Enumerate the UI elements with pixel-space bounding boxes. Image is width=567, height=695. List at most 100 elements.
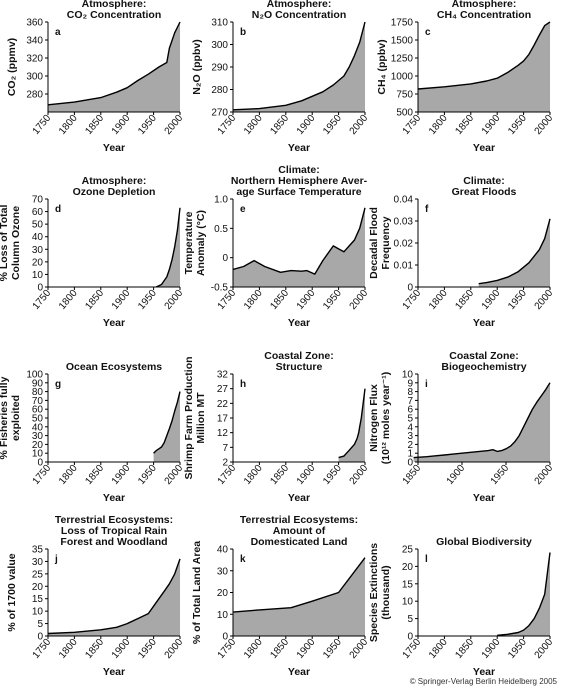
panels-group: Atmosphere:CO₂ Concentration280300320340…: [0, 0, 556, 678]
y-axis-label: Anomaly (°C): [195, 210, 207, 276]
y-tick-label: -0.5: [211, 283, 229, 294]
x-tick-label: 1850: [401, 463, 424, 487]
y-tick-label: 15: [402, 579, 414, 590]
y-tick-label: 1500: [391, 36, 414, 47]
panel-letter: d: [55, 204, 61, 215]
y-tick-label: 0.01: [394, 261, 414, 272]
data-area-j: [48, 558, 180, 636]
x-tick-label: 1900: [445, 463, 468, 487]
x-tick-label: 1850: [83, 637, 106, 661]
y-axis-label: Temperature: [183, 211, 195, 274]
chart-title-line: Terrestrial Ecosystems:: [55, 514, 173, 526]
chart-title-line: CO₂ Concentration: [67, 9, 162, 21]
data-area-h: [338, 388, 365, 462]
x-tick-label: 1950: [321, 288, 344, 312]
y-tick-label: 280: [211, 85, 228, 96]
x-tick-label: 1900: [295, 113, 318, 137]
y-tick-label: 20: [32, 582, 44, 593]
x-axis-label: Year: [103, 317, 125, 329]
y-tick-label: 27: [217, 384, 229, 395]
data-area-g: [153, 391, 180, 462]
y-axis-label: Column Ozone: [10, 206, 22, 280]
x-tick-label: 1800: [242, 113, 265, 137]
y-tick-label: 40: [32, 232, 44, 243]
y-tick-label: 300: [211, 40, 228, 51]
data-line-k: [232, 557, 366, 613]
y-tick-label: 10: [402, 370, 414, 381]
y-tick-label: 10: [32, 270, 44, 281]
x-tick-label: 1900: [480, 113, 503, 137]
x-tick-label: 1950: [506, 637, 529, 661]
y-axis-label: % Loss of Total: [0, 205, 10, 282]
data-line-a: [47, 21, 181, 106]
y-axis-label: Frequency: [380, 216, 392, 269]
y-tick-label: 22: [217, 399, 229, 410]
x-tick-label: 1750: [401, 637, 424, 661]
y-tick-label: 280: [26, 90, 43, 101]
x-tick-label: 1950: [136, 288, 159, 312]
x-tick-label: 1800: [427, 637, 450, 661]
x-axis-label: Year: [288, 666, 310, 678]
y-axis-label: Million MT: [195, 392, 207, 444]
chart-title-line: Atmosphere:: [267, 0, 332, 10]
panel-letter: g: [55, 379, 61, 390]
chart-panel-j: Terrestrial Ecosystems:Loss of Tropical …: [6, 514, 186, 678]
y-tick-label: 50: [32, 414, 44, 425]
x-tick-label: 1850: [453, 113, 476, 137]
x-tick-label: 1950: [489, 463, 512, 487]
y-tick-label: 10: [32, 607, 44, 618]
y-tick-label: 9: [407, 378, 413, 389]
chart-title-line: Great Floods: [452, 186, 517, 198]
y-tick-label: 30: [32, 557, 44, 568]
chart-title-line: Structure: [276, 361, 323, 373]
x-tick-label: 1800: [242, 637, 265, 661]
panel-letter: e: [240, 204, 246, 215]
y-tick-label: 70: [32, 195, 44, 206]
y-tick-label: 0: [407, 458, 413, 469]
x-tick-label: 1850: [83, 113, 106, 137]
y-axis-label: % of Total Land Area: [191, 541, 203, 644]
x-axis-label: Year: [103, 142, 125, 154]
y-tick-label: 0: [37, 632, 43, 643]
x-tick-label: 2000: [533, 637, 556, 661]
data-line-d: [155, 207, 181, 288]
y-tick-label: 60: [32, 405, 44, 416]
chart-title-line: Climate:: [278, 164, 319, 176]
x-tick-label: 1850: [268, 288, 291, 312]
y-tick-label: 5: [407, 614, 413, 625]
x-tick-label: 2000: [348, 113, 371, 137]
data-line-h: [338, 388, 366, 459]
y-axis-label: Nitrogen Flux: [368, 384, 380, 452]
x-tick-label: 1800: [242, 288, 265, 312]
chart-panel-l: Global Biodiversity 0 5 10 15 20 25 1750 1800 185…: [368, 536, 556, 678]
x-tick-label: 1750: [216, 637, 239, 661]
panel-letter: h: [240, 379, 246, 390]
x-tick-label: 1950: [506, 288, 529, 312]
x-tick-label: 1950: [506, 113, 529, 137]
chart-title-line: Global Biodiversity: [436, 536, 532, 548]
chart-panel-k: Terrestrial Ecosystems:Amount ofDomestic…: [191, 514, 371, 678]
y-tick-label: 0: [222, 253, 228, 264]
chart-title-line: Atmosphere:: [82, 0, 147, 10]
y-tick-label: 0.5: [214, 224, 228, 235]
chart-title-line: Terrestrial Ecosystems:: [240, 514, 358, 526]
y-axis-label: Species Extinctions: [368, 543, 380, 642]
data-line-c: [417, 21, 551, 90]
x-tick-label: 1800: [57, 113, 80, 137]
y-tick-label: 1: [407, 449, 413, 460]
y-tick-label: 20: [32, 257, 44, 268]
x-tick-label: 1900: [110, 637, 133, 661]
y-tick-label: 320: [26, 54, 43, 65]
copyright-text: © Springer-Verlag Berlin Heidelberg 2005: [410, 677, 558, 686]
data-line-f: [478, 218, 551, 285]
x-tick-label: 1750: [31, 113, 54, 137]
x-tick-label: 2000: [348, 288, 371, 312]
data-area-d: [156, 207, 180, 287]
y-tick-label: 30: [217, 566, 229, 577]
y-tick-label: 12: [217, 428, 229, 439]
x-axis-label: Year: [473, 142, 495, 154]
panel-letter: k: [240, 554, 246, 565]
y-tick-label: 0: [222, 632, 228, 643]
